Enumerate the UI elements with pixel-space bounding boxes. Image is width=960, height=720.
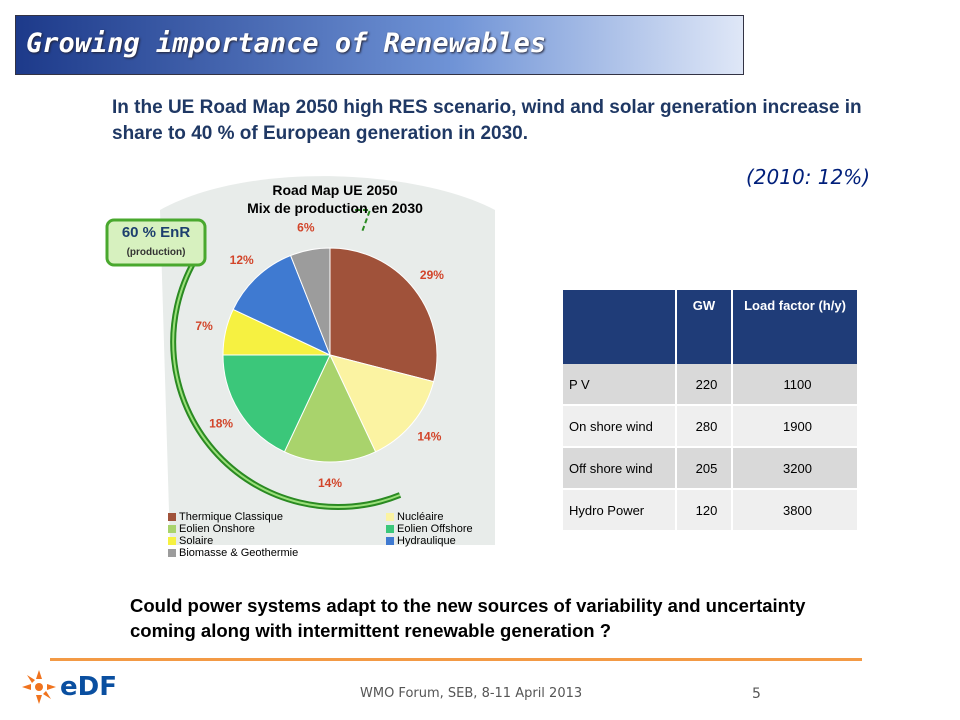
arrow-dash: [355, 209, 372, 233]
pie-slice: [329, 247, 438, 383]
table-cell: 1100: [732, 364, 859, 406]
legend-swatch: [168, 537, 176, 545]
slice-label: 18%: [209, 416, 233, 430]
legend-label: Eolien Onshore: [179, 523, 255, 535]
legend-label: Eolien Offshore: [397, 523, 473, 535]
enr-box: [105, 218, 207, 267]
table-cell: On shore wind: [563, 405, 677, 448]
slice-label: 7%: [195, 319, 213, 333]
table-cell: 205: [676, 447, 733, 490]
pie-chart: 60 % EnR (production) Road Map UE 2050 M…: [105, 176, 495, 559]
table-cell: 120: [676, 489, 733, 532]
intro-text: In the UE Road Map 2050 high RES scenari…: [112, 97, 862, 144]
slide-title: Growing importance of Renewables: [26, 28, 547, 59]
arrow-arc-inner: [172, 259, 401, 509]
pie-slice: [222, 354, 331, 453]
legend-label: Thermique Classique: [179, 511, 283, 523]
slice-label: 14%: [318, 476, 342, 490]
table-cell: 3200: [732, 447, 859, 490]
pie-slice: [283, 353, 377, 463]
legend-label: Solaire: [179, 535, 213, 547]
table-row: P V 220 1100: [563, 364, 859, 406]
legend-swatch: [386, 513, 394, 521]
footer-text: WMO Forum, SEB, 8-11 April 2013: [360, 686, 583, 701]
table-row: On shore wind 280 1900: [563, 405, 859, 448]
empty-header: [563, 290, 677, 364]
table-row: Off shore wind 205 3200: [563, 447, 859, 490]
table: GW Load factor (h/y) P V 220 1100 On shore w…: [563, 290, 859, 532]
legend-label: Hydraulique: [397, 535, 456, 547]
legend-label: Biomasse & Geothermie: [179, 547, 298, 559]
chart-subtitle: Mix de production en 2030: [247, 200, 423, 216]
logo: eDF: [60, 672, 117, 702]
col-header: GW: [676, 290, 733, 364]
note: (2010: 12%): [746, 165, 871, 189]
title-bar: Growing importance of Renewables: [15, 15, 744, 75]
legend-swatch: [168, 513, 176, 521]
slice-label: 12%: [230, 253, 254, 267]
legend-label: Nucléaire: [397, 511, 443, 523]
pie-slice: [289, 247, 331, 356]
table-cell: 280: [676, 405, 733, 448]
enr-sub: (production): [127, 247, 186, 258]
pie-slice: [329, 354, 435, 453]
col-header: Load factor (h/y): [732, 290, 859, 364]
slice-label: 6%: [297, 220, 315, 234]
table-cell: 220: [676, 364, 733, 406]
pie-slice: [232, 254, 331, 356]
page-number: 5: [752, 686, 761, 702]
legend-swatch: [386, 537, 394, 545]
legend-swatch: [168, 549, 176, 557]
divider: [50, 658, 862, 661]
table-row: Hydro Power 120 3800: [563, 489, 859, 532]
logo-icon: [22, 670, 56, 704]
enr-label: 60 % EnR: [122, 224, 191, 241]
question: Could power systems adapt to the new sou…: [130, 595, 806, 641]
chart-title: Road Map UE 2050: [272, 182, 397, 198]
table-cell: 1900: [732, 405, 859, 448]
legend-swatch: [168, 525, 176, 533]
table-cell: 3800: [732, 489, 859, 532]
table-cell: P V: [563, 364, 677, 406]
table-cell: Off shore wind: [563, 447, 677, 490]
slice-label: 14%: [417, 429, 441, 443]
legend-swatch: [386, 525, 394, 533]
slice-label: 29%: [420, 268, 444, 282]
table-cell: Hydro Power: [563, 489, 677, 532]
